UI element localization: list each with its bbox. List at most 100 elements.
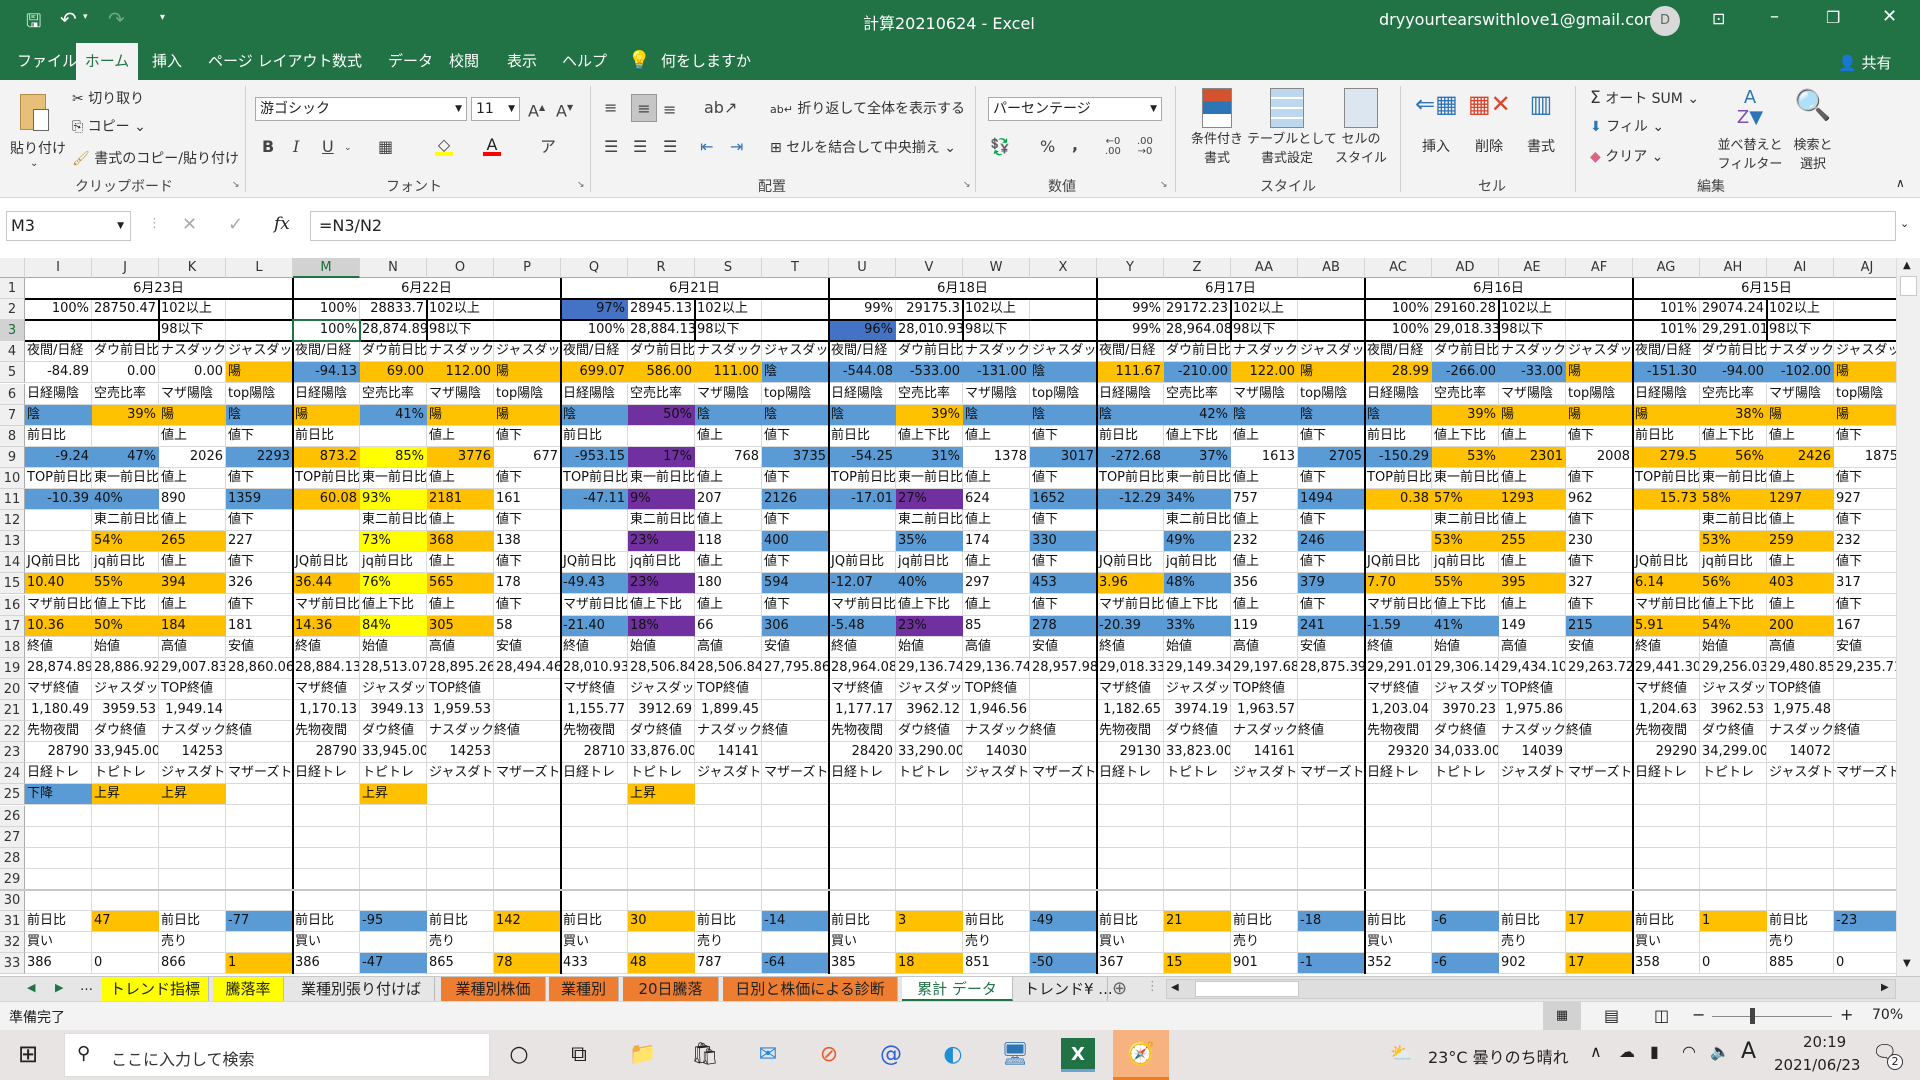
cell[interactable]: 27,795.86 <box>762 657 829 679</box>
cell[interactable]: 102以上 <box>1231 299 1298 321</box>
cell[interactable] <box>561 531 628 553</box>
cell[interactable]: 値上 <box>427 552 494 574</box>
cell[interactable]: -94.13 <box>293 362 360 384</box>
cell[interactable]: TOP終値 <box>1767 678 1834 700</box>
cell[interactable]: 99% <box>1097 320 1164 342</box>
cell[interactable] <box>1432 826 1499 848</box>
borders-icon[interactable]: ▦ <box>378 137 394 156</box>
cell[interactable]: 48% <box>1164 573 1231 595</box>
row-header[interactable]: 2 <box>0 299 25 321</box>
cell[interactable]: -1.59 <box>1365 615 1432 637</box>
cell[interactable]: 100% <box>25 299 92 321</box>
cell[interactable] <box>1030 784 1097 806</box>
cell[interactable] <box>695 826 762 848</box>
cell[interactable]: ジャスダック <box>762 341 829 363</box>
cell[interactable]: 453 <box>1030 573 1097 595</box>
cell[interactable]: 先物夜間 <box>293 721 360 743</box>
cell[interactable]: 33,945.00 <box>92 742 159 764</box>
cell[interactable] <box>1365 510 1432 532</box>
cell[interactable]: 終値 <box>1365 636 1432 658</box>
cell[interactable]: 21 <box>1164 911 1231 933</box>
cell[interactable] <box>1566 320 1633 342</box>
cell[interactable] <box>226 678 293 700</box>
row-header[interactable]: 17 <box>0 615 25 637</box>
cell[interactable]: 2426 <box>1767 446 1834 468</box>
mail-icon[interactable]: ✉ <box>758 1042 778 1067</box>
cell[interactable]: 買い <box>1365 932 1432 954</box>
cell[interactable] <box>360 868 427 890</box>
cell[interactable]: 69.00 <box>360 362 427 384</box>
orientation-icon[interactable]: ab↗ <box>704 98 738 117</box>
cell[interactable]: 2008 <box>1566 446 1633 468</box>
cell[interactable] <box>494 678 561 700</box>
cell[interactable] <box>226 932 293 954</box>
cell[interactable] <box>226 889 293 911</box>
cell[interactable] <box>1700 805 1767 827</box>
cell[interactable]: 値上 <box>1499 510 1566 532</box>
row-header[interactable]: 28 <box>0 847 25 869</box>
column-header[interactable]: Y <box>1097 258 1164 278</box>
cell[interactable]: 陽 <box>494 362 561 384</box>
cell[interactable]: マザーズトレ <box>1834 763 1896 785</box>
cell[interactable]: 東一前日比 <box>1164 467 1231 489</box>
phonetic-icon[interactable]: ア <box>540 137 557 156</box>
show-hidden-icons[interactable]: ∧ <box>1590 1042 1602 1061</box>
cell[interactable]: 232 <box>1834 531 1896 553</box>
cell[interactable]: -14 <box>762 911 829 933</box>
cell[interactable] <box>1834 742 1896 764</box>
cell[interactable] <box>25 847 92 869</box>
cell[interactable]: 値上 <box>159 467 226 489</box>
tab-formulas[interactable]: 数式 <box>332 52 363 70</box>
cell[interactable]: 陰 <box>1365 404 1432 426</box>
cell[interactable]: -49 <box>1030 911 1097 933</box>
cell[interactable]: 100% <box>561 320 628 342</box>
cell[interactable]: 102以上 <box>963 299 1030 321</box>
column-header[interactable]: Q <box>561 258 628 278</box>
cell[interactable]: 3017 <box>1030 446 1097 468</box>
cell[interactable] <box>695 784 762 806</box>
cell[interactable]: ダウ前日比 <box>1700 341 1767 363</box>
cell[interactable] <box>1231 868 1298 890</box>
cell[interactable]: 14253 <box>159 742 226 764</box>
cell[interactable]: 前日比 <box>1633 425 1700 447</box>
column-header[interactable]: AE <box>1499 258 1566 278</box>
sheet-tab[interactable]: 業種別張り付けば <box>288 977 435 1001</box>
format-cells-button[interactable]: ▥ 書式 <box>1520 90 1562 156</box>
cell[interactable]: 前日比 <box>1767 911 1834 933</box>
cell[interactable]: 値上 <box>427 425 494 447</box>
cell[interactable] <box>1231 784 1298 806</box>
cell[interactable]: ダウ終値 <box>628 721 695 743</box>
task-view-icon[interactable]: ⧉ <box>571 1042 587 1067</box>
cell[interactable]: 230 <box>1566 531 1633 553</box>
cell[interactable] <box>360 425 427 447</box>
cell[interactable] <box>1499 784 1566 806</box>
cell[interactable]: ジャスダトレ <box>1499 763 1566 785</box>
cell[interactable]: 2181 <box>427 489 494 511</box>
cell[interactable]: 28,884.13 <box>293 657 360 679</box>
cell[interactable]: 先物夜間 <box>1365 721 1432 743</box>
cell[interactable]: 14141 <box>695 742 762 764</box>
page-break-view-icon[interactable]: ◫ <box>1654 1006 1670 1025</box>
cell[interactable]: 101% <box>1633 320 1700 342</box>
cell[interactable]: 395 <box>1499 573 1566 595</box>
cell[interactable]: 東一前日比 <box>1432 467 1499 489</box>
cell[interactable]: ナスダック <box>1231 341 1298 363</box>
cell[interactable]: 102以上 <box>695 299 762 321</box>
cell[interactable]: JQ前日比 <box>1097 552 1164 574</box>
cell[interactable] <box>159 805 226 827</box>
cell[interactable] <box>1097 847 1164 869</box>
cell[interactable]: 28,874.89 <box>360 320 427 342</box>
cell[interactable]: top陽陰 <box>1030 383 1097 405</box>
cell[interactable]: 279.5 <box>1633 446 1700 468</box>
cell[interactable]: -10.39 <box>25 489 92 511</box>
cell[interactable] <box>226 299 293 321</box>
cell[interactable]: 陰 <box>1030 404 1097 426</box>
cell[interactable]: 値下 <box>1030 552 1097 574</box>
cell[interactable]: 161 <box>494 489 561 511</box>
cell[interactable] <box>1566 889 1633 911</box>
cell[interactable]: 265 <box>159 531 226 553</box>
column-header[interactable]: I <box>25 258 92 278</box>
cell[interactable]: 28,494.46 <box>494 657 561 679</box>
cell[interactable] <box>829 510 896 532</box>
cell[interactable]: -50 <box>1030 953 1097 975</box>
